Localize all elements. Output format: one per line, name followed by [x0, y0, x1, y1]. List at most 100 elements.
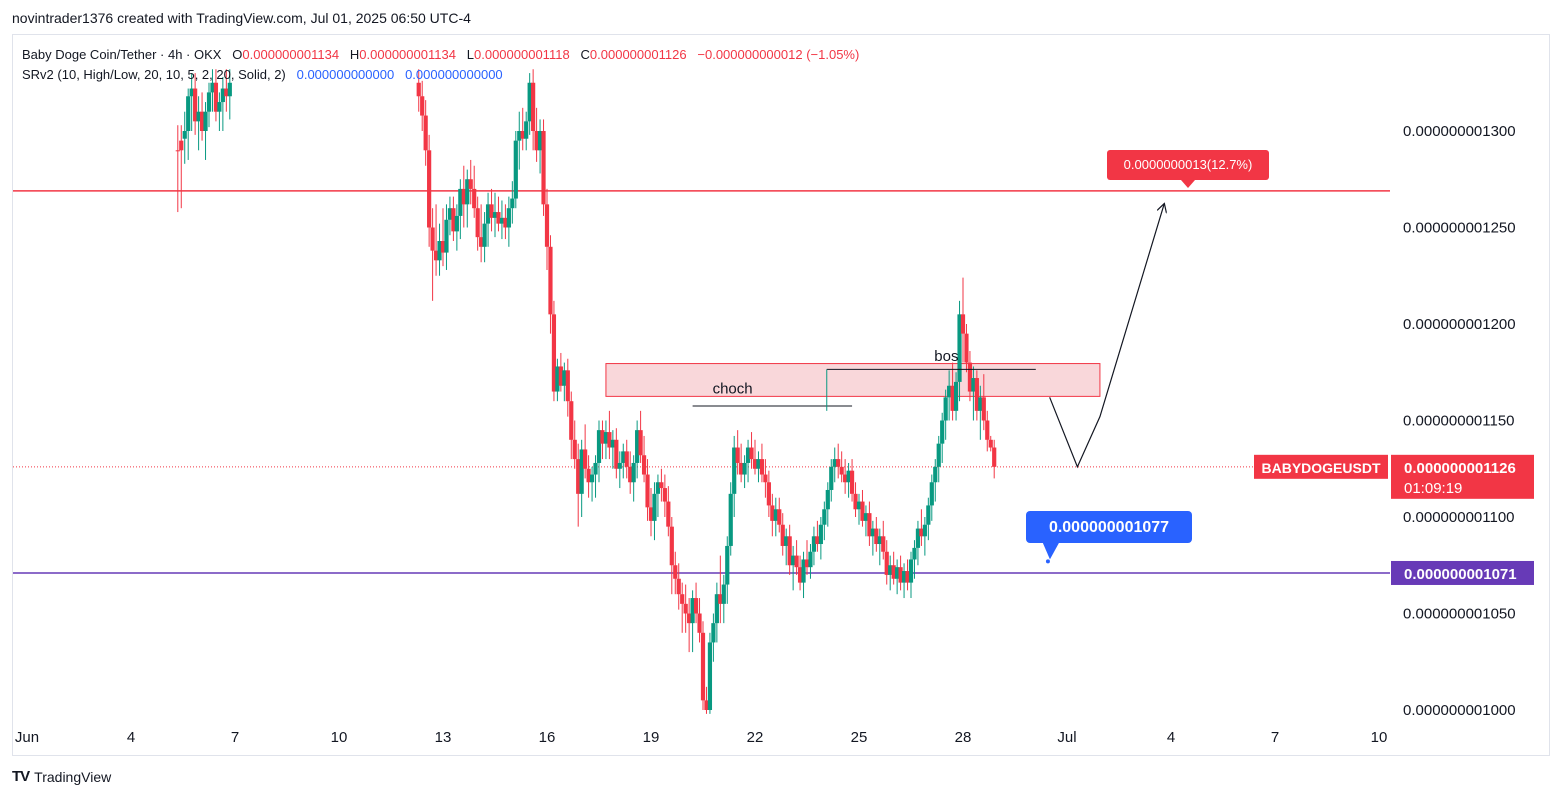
candle [210, 69, 215, 112]
candle-body [964, 333, 969, 363]
candle [898, 555, 903, 591]
legend-high-label: H [349, 47, 360, 62]
candle-body [444, 219, 449, 253]
candle [179, 125, 184, 209]
candle-body [513, 140, 518, 199]
candle [510, 181, 515, 224]
candle [784, 528, 789, 566]
candle-body [624, 451, 629, 467]
target-label-text: 0.0000000013(12.7%) [1124, 157, 1253, 172]
bar-countdown-text: 01:09:19 [1404, 480, 1462, 497]
candle-body [985, 420, 990, 440]
candle-body [648, 507, 654, 521]
candle [901, 563, 907, 599]
candle [912, 540, 917, 579]
candle-body [794, 555, 799, 568]
last-price-badge [1391, 454, 1534, 499]
candle [867, 501, 872, 546]
candle [676, 563, 681, 610]
candle-body [988, 439, 993, 448]
legend-low-label: L [466, 47, 474, 62]
annotation-choch: choch [713, 381, 753, 398]
candle-body [763, 474, 768, 483]
candle-body [479, 237, 484, 247]
candle [217, 92, 222, 131]
candle-body [773, 509, 778, 521]
price-pane: choch bos 0.0000000013(12.7%) 0.00000000107… [13, 69, 1390, 714]
candle-body [801, 559, 806, 583]
candle-body [537, 131, 543, 151]
candle [635, 420, 640, 479]
candle [593, 455, 598, 498]
candle [586, 455, 591, 498]
candle [714, 582, 719, 643]
candle [610, 430, 615, 469]
candle [711, 613, 716, 662]
candle-body [759, 459, 765, 475]
candle [777, 497, 782, 533]
candle-body [600, 430, 605, 444]
candle [600, 420, 605, 460]
candle [881, 520, 886, 560]
candle [735, 430, 740, 475]
candle [475, 196, 480, 251]
candle [950, 362, 955, 421]
candle-body [863, 513, 869, 521]
candle [673, 551, 678, 595]
candle [693, 582, 699, 624]
candle-body [777, 509, 782, 525]
candle-body [524, 121, 529, 139]
candle-body [829, 466, 834, 490]
candle-body [652, 493, 657, 521]
candle [437, 223, 442, 276]
candle-body [583, 449, 588, 469]
candle-body [655, 482, 661, 494]
candle [697, 598, 702, 643]
candle [489, 188, 494, 232]
candle [492, 192, 498, 238]
candle [558, 352, 563, 392]
candle [503, 204, 508, 240]
legend-symbol[interactable]: Baby Doge Coin/Tether · 4h · OKX [22, 47, 222, 62]
candle-body [683, 603, 688, 614]
candle [763, 459, 768, 498]
candle-body [856, 501, 862, 510]
candle [992, 439, 997, 479]
candle [791, 545, 796, 591]
candle-body [704, 700, 709, 710]
candle [458, 179, 463, 240]
candle [839, 451, 844, 483]
candle [517, 111, 522, 170]
candle-body [981, 397, 986, 421]
candle-body [811, 536, 817, 552]
candle-body [947, 385, 952, 398]
tradingview-logo-icon: TV [12, 768, 30, 785]
candle-body [217, 102, 222, 112]
legend-indicator[interactable]: SRv2 (10, High/Low, 20, 10, 5, 2, 20, So… [22, 67, 286, 82]
support-price-text: 0.000000001071 [1404, 566, 1517, 583]
candle-body [843, 474, 848, 483]
last-price-text: 0.000000001126 [1404, 460, 1516, 477]
candle-body [572, 439, 577, 460]
candle [669, 517, 674, 595]
candle [811, 526, 817, 566]
x-tick-label: 13 [435, 729, 452, 746]
candle [527, 73, 532, 135]
candle [780, 513, 785, 556]
candle-body [182, 131, 187, 139]
candle [652, 482, 657, 541]
candle [936, 435, 941, 483]
candle [641, 435, 647, 483]
candle [742, 455, 747, 489]
supply-zone [605, 363, 1101, 397]
candle [888, 555, 893, 591]
candle [849, 459, 855, 502]
footer-branding[interactable]: TV TradingView [12, 768, 111, 785]
candle [427, 134, 432, 247]
candle [815, 520, 820, 552]
candle-body [576, 459, 581, 494]
candle-body [461, 188, 466, 205]
support-price-badge [1391, 560, 1534, 585]
chart-frame[interactable] [12, 34, 1550, 756]
